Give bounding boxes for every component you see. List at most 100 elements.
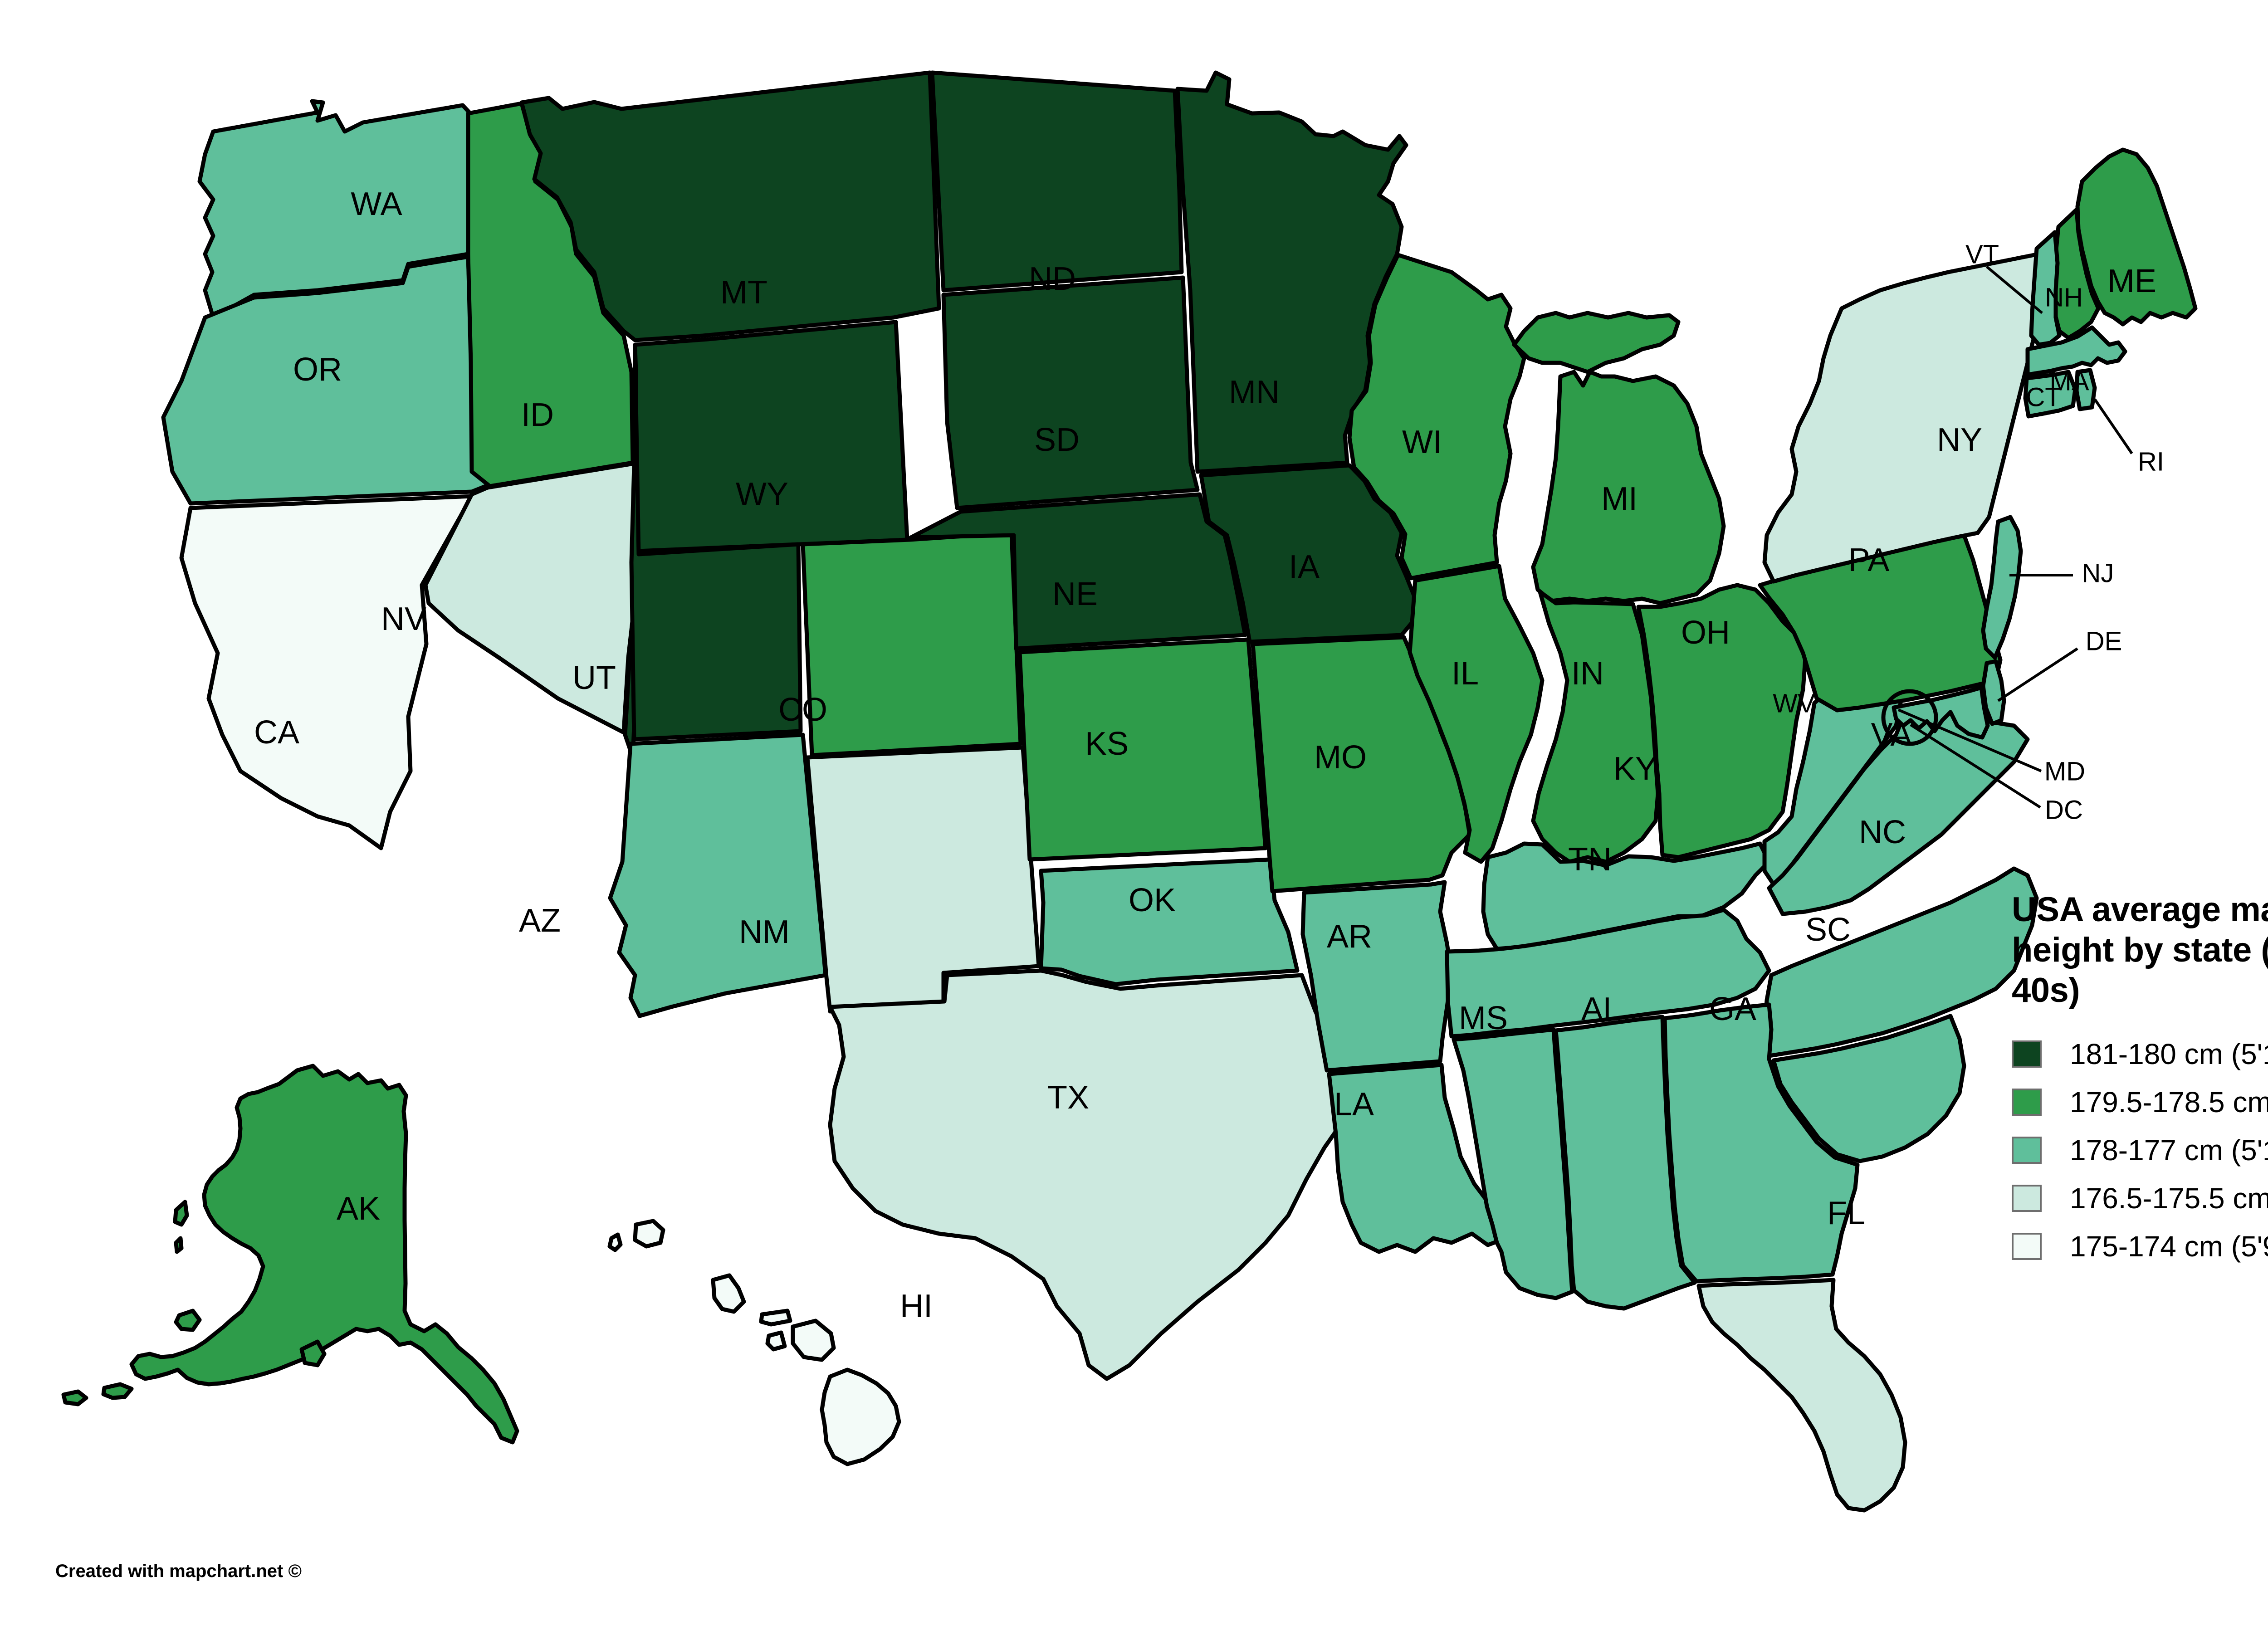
label-IL: IL: [1452, 655, 1479, 692]
label-TN: TN: [1568, 841, 1612, 878]
hawaii-niihau: [607, 1232, 623, 1252]
state-SD[interactable]: [941, 275, 1200, 510]
label-ID: ID: [521, 397, 554, 433]
label-TX: TX: [1047, 1079, 1089, 1116]
state-RI[interactable]: [2074, 368, 2097, 411]
state-NC[interactable]: [1762, 866, 2039, 1058]
alaska-island-2: [174, 1236, 184, 1254]
legend-row-2[interactable]: 178-177 cm (5'10): [2012, 1133, 2268, 1167]
label-OH: OH: [1681, 615, 1730, 651]
state-CO[interactable]: [801, 531, 1023, 757]
leader-line-DC: [1910, 723, 2041, 809]
state-WY[interactable]: [633, 320, 909, 553]
state-OH[interactable]: [1636, 583, 1808, 859]
label-VA: VA: [1871, 717, 1912, 753]
label-SD: SD: [1034, 422, 1080, 458]
label-NJ: NJ: [2082, 558, 2114, 588]
alaska-island-3: [174, 1309, 202, 1332]
label-AR: AR: [1327, 918, 1372, 955]
state-MI[interactable]: [1512, 311, 1726, 605]
state-AR[interactable]: [1300, 880, 1454, 1073]
legend-swatch-2: [2012, 1136, 2042, 1164]
label-WA: WA: [351, 186, 402, 222]
label-NC: NC: [1859, 814, 1906, 850]
label-UT: UT: [572, 660, 616, 696]
state-MD[interactable]: [1892, 685, 1990, 740]
legend-swatch-3: [2012, 1184, 2042, 1212]
leader-line-VT: [1986, 265, 2043, 314]
state-VT[interactable]: [2029, 230, 2062, 347]
hawaii-kauai: [633, 1219, 665, 1249]
hawaii-lanai: [765, 1330, 787, 1352]
hawaii-maui: [791, 1318, 836, 1362]
state-WI[interactable]: [1347, 253, 1526, 581]
state-MA[interactable]: [2025, 325, 2127, 377]
label-MS: MS: [1459, 1000, 1508, 1036]
alaska-island-6: [61, 1389, 88, 1406]
label-NY: NY: [1937, 422, 1982, 458]
label-AZ: AZ: [519, 903, 561, 939]
label-IA: IA: [1289, 549, 1320, 585]
legend-swatch-4: [2012, 1232, 2042, 1260]
hawaii-molokai: [759, 1309, 792, 1327]
legend-label-2: 178-177 cm (5'10): [2070, 1133, 2268, 1167]
legend-row-3[interactable]: 176.5-175.5 cm (5'9.5): [2012, 1182, 2268, 1215]
state-NE[interactable]: [909, 492, 1247, 651]
legend-row-1[interactable]: 179.5-178.5 cm (5'10.5): [2012, 1085, 2268, 1119]
state-NJ[interactable]: [1981, 515, 2023, 660]
label-NE: NE: [1052, 576, 1098, 612]
hawaii-bigisland: [820, 1367, 901, 1466]
state-NY[interactable]: [1762, 252, 2053, 584]
attribution-credit: Created with mapchart.net ©: [55, 1561, 302, 1581]
state-LA[interactable]: [1327, 1063, 1508, 1254]
state-UT-body[interactable]: [629, 347, 803, 742]
state-OK[interactable]: [1039, 857, 1300, 986]
state-ND[interactable]: [930, 70, 1184, 293]
state-TN[interactable]: [1445, 908, 1771, 1039]
label-GA: GA: [1709, 991, 1756, 1027]
label-CT: CT: [2026, 382, 2061, 412]
label-CA: CA: [254, 714, 299, 751]
label-SC: SC: [1805, 912, 1851, 948]
state-CT[interactable]: [2023, 370, 2077, 419]
label-CO: CO: [778, 692, 827, 728]
label-OR: OR: [293, 352, 342, 388]
dc-marker-circle[interactable]: [1881, 689, 1938, 746]
state-CA[interactable]: [179, 494, 474, 850]
state-MN[interactable]: [1175, 70, 1408, 474]
state-IN[interactable]: [1531, 590, 1660, 864]
label-VT: VT: [1965, 239, 1999, 269]
label-DE: DE: [2086, 626, 2122, 656]
state-AK[interactable]: [129, 1064, 519, 1445]
legend-label-1: 179.5-178.5 cm (5'10.5): [2070, 1085, 2268, 1118]
legend-label-3: 176.5-175.5 cm (5'9.5): [2070, 1182, 2268, 1215]
alaska-island-1: [173, 1200, 189, 1227]
legend-label-0: 181-180 cm (5'11): [2070, 1037, 2268, 1070]
state-SC[interactable]: [1771, 1014, 1966, 1163]
state-MT[interactable]: [519, 70, 941, 342]
legend-row-0[interactable]: 181-180 cm (5'11): [2012, 1037, 2268, 1071]
state-AZ[interactable]: [608, 732, 828, 1018]
label-KY: KY: [1613, 751, 1657, 787]
state-KS[interactable]: [1017, 637, 1268, 862]
state-FL[interactable]: [1696, 1278, 1907, 1513]
state-MS[interactable]: [1452, 1027, 1574, 1300]
legend-row-4[interactable]: 175-174 cm (5'9-5'8.5): [2012, 1230, 2268, 1263]
label-MA: MA: [2050, 366, 2089, 396]
label-MT: MT: [720, 274, 767, 311]
leader-line-RI: [2093, 398, 2133, 454]
state-TX[interactable]: [828, 968, 1345, 1381]
label-ME: ME: [2107, 263, 2156, 299]
label-OK: OK: [1129, 882, 1176, 918]
label-LA: LA: [1334, 1086, 1374, 1123]
label-MD: MD: [2044, 757, 2085, 786]
leader-line-DE: [1997, 647, 2078, 702]
state-AL[interactable]: [1554, 1015, 1697, 1311]
label-FL: FL: [1827, 1195, 1865, 1231]
legend-swatch-0: [2012, 1040, 2042, 1068]
map-legend: USA average male height by state (under …: [2012, 890, 2268, 1278]
label-WV: WV: [1773, 688, 1815, 718]
state-IL[interactable]: [1408, 564, 1545, 864]
